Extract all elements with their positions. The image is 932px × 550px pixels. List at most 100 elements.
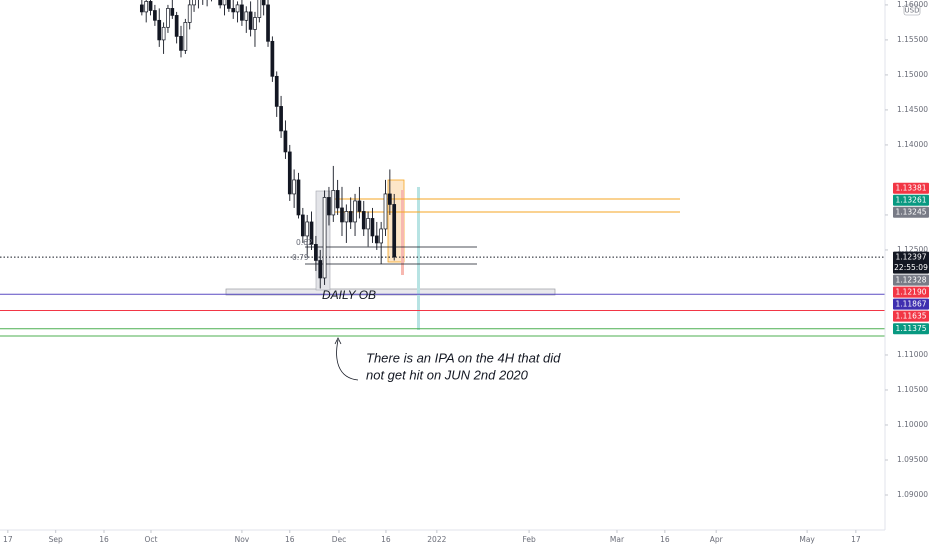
candle-body <box>366 218 370 230</box>
x-tick-label: Sep <box>49 535 63 544</box>
candle-body <box>270 40 275 77</box>
x-tick-label: Oct <box>144 535 157 544</box>
price-badge-label: 1.13381 <box>895 184 926 193</box>
candle-body <box>266 4 270 42</box>
x-tick-label: Dec <box>332 535 347 544</box>
candle-body <box>300 214 305 237</box>
candle-body <box>296 179 301 216</box>
y-tick-label: 1.14500 <box>897 105 928 114</box>
note: not get hit on JUN 2nd 2020 <box>366 367 529 382</box>
currency-box <box>903 4 921 16</box>
candle-body <box>274 75 279 107</box>
y-tick-label: 1.15000 <box>897 70 928 79</box>
price-badge <box>893 310 929 322</box>
candle-body <box>287 151 292 195</box>
price-badge <box>893 274 929 286</box>
candle-body <box>227 0 231 9</box>
note: There is an IPA on the 4H that did <box>366 350 561 365</box>
y-tick-label: 1.16000 <box>897 0 928 9</box>
x-tick-label: Nov <box>235 535 250 544</box>
candle-body <box>248 11 253 30</box>
price-badge-label: 1.11375 <box>895 324 926 333</box>
y-tick-label: 1.15500 <box>897 35 928 44</box>
candle-body <box>374 235 379 244</box>
price-badge <box>893 286 929 298</box>
x-tick-label: 16 <box>99 535 109 544</box>
candle-body <box>170 8 175 16</box>
x-tick-label: Mar <box>610 535 625 544</box>
candles <box>139 0 397 289</box>
pink-bar <box>401 190 404 275</box>
price-badge <box>893 298 929 310</box>
candle-body <box>370 218 375 237</box>
candle-body <box>322 197 327 279</box>
candle-body <box>144 1 149 13</box>
candle-body <box>383 193 388 230</box>
candle-body <box>314 243 318 261</box>
candle-body <box>240 4 244 21</box>
y-tick-label: 1.12500 <box>897 245 928 254</box>
candle-body <box>335 190 340 209</box>
price-badge <box>893 251 929 274</box>
y-tick-label: 1.09500 <box>897 455 928 464</box>
candle-body <box>139 4 144 13</box>
currency: USD <box>905 7 920 15</box>
x-tick-label: May <box>799 535 815 544</box>
candle-body <box>318 260 323 279</box>
x-tick-label: 16 <box>660 535 670 544</box>
candle-body <box>331 190 336 216</box>
candle-body <box>348 211 353 223</box>
teal-bar <box>417 187 420 330</box>
price-badge <box>893 206 929 218</box>
x-tick-label: 16 <box>285 535 295 544</box>
candle-body <box>161 26 166 41</box>
price-badge-label: 1.13261 <box>895 196 926 205</box>
countdown: 22:55:09 <box>894 263 928 272</box>
zone-label: DAILY OB <box>322 288 376 302</box>
y-tick-label: 1.09000 <box>897 490 928 499</box>
price-badge-label: 1.12328 <box>895 275 926 284</box>
candle-body <box>153 10 157 21</box>
candle-body <box>183 22 188 51</box>
y-tick-label: 1.11000 <box>897 350 928 359</box>
x-tick-label: 17 <box>851 535 861 544</box>
candle-body <box>305 221 310 237</box>
x-tick-label: 16 <box>381 535 391 544</box>
candle-body <box>292 179 296 195</box>
candle-body <box>257 0 262 18</box>
candle-body <box>309 221 314 245</box>
candle-body <box>327 197 331 216</box>
candle-body <box>388 193 392 205</box>
candle-body <box>166 8 170 28</box>
candle-body <box>344 211 349 223</box>
candle-body <box>244 11 249 21</box>
candle-body <box>353 200 357 223</box>
candle-body <box>179 36 183 51</box>
candle-body <box>261 0 266 6</box>
price-badge <box>893 194 929 206</box>
price-badge-label: 1.12190 <box>895 287 926 296</box>
y-tick-label: 1.10500 <box>897 385 928 394</box>
candle-body <box>357 200 362 212</box>
candle-body <box>392 204 397 258</box>
candle-body <box>222 0 227 6</box>
arrow-head <box>334 337 342 345</box>
candle-body <box>187 4 192 23</box>
arrow <box>336 339 359 381</box>
price-badge-label: 1.12397 <box>895 252 926 261</box>
candle-body <box>253 17 257 30</box>
candle-body <box>279 106 283 132</box>
price-badge-label: 1.11635 <box>895 311 926 320</box>
price-badge <box>893 323 929 335</box>
candle-body <box>148 1 153 11</box>
price-badge-label: 1.13245 <box>895 208 926 217</box>
x-tick-label: 2022 <box>427 535 446 544</box>
candle-body <box>379 228 384 244</box>
candle-body <box>340 207 344 223</box>
candle-body <box>361 211 366 230</box>
candle-body <box>218 0 223 6</box>
y-tick-label: 1.10000 <box>897 420 928 429</box>
y-tick-label: 1.14000 <box>897 140 928 149</box>
candle-body <box>231 8 236 13</box>
